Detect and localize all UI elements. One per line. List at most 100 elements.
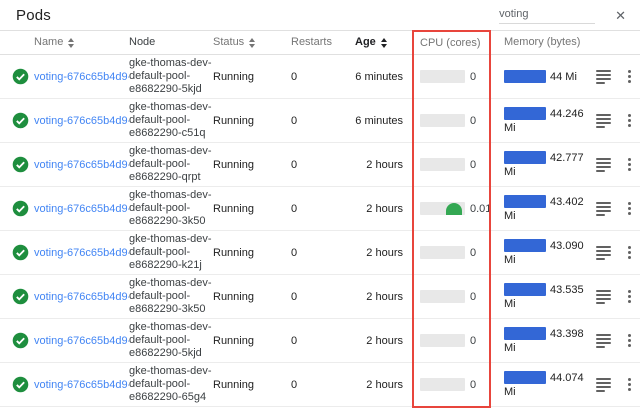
pod-name-link[interactable]: voting-676c65b4d9-tpj bbox=[34, 334, 129, 347]
node-name: gke-thomas-dev- default-pool- e8682290-c… bbox=[129, 101, 212, 139]
cpu-sparkline bbox=[420, 202, 465, 215]
cpu-usage-cell: 0 bbox=[420, 114, 498, 127]
pod-age: 6 minutes bbox=[355, 114, 403, 127]
pod-age: 2 hours bbox=[366, 158, 403, 171]
column-header-status[interactable]: Status bbox=[213, 36, 291, 49]
table-row: voting-676c65b4d9-tpr gke-thomas-dev- de… bbox=[0, 99, 640, 143]
sort-icon[interactable] bbox=[68, 37, 75, 48]
column-header-node[interactable]: Node bbox=[129, 35, 156, 48]
logs-icon[interactable] bbox=[596, 245, 611, 260]
pod-name-link[interactable]: voting-676c65b4d9-72 bbox=[34, 158, 129, 171]
cpu-usage-cell: 0 bbox=[420, 70, 498, 83]
cpu-sparkline bbox=[420, 246, 465, 259]
row-actions bbox=[594, 332, 633, 349]
sort-icon[interactable] bbox=[249, 37, 256, 48]
more-options-icon[interactable] bbox=[626, 376, 633, 393]
cpu-value: 0.01 bbox=[470, 202, 492, 215]
status-ok-icon bbox=[10, 112, 34, 129]
table-row: voting-676c65b4d9-xs- gke-thomas-dev- de… bbox=[0, 55, 640, 99]
pod-name-link[interactable]: voting-676c65b4d9-tj6 bbox=[34, 290, 129, 303]
more-options-icon[interactable] bbox=[626, 68, 633, 85]
memory-usage-cell: 43.090 Mi bbox=[504, 239, 592, 267]
cpu-usage-cell: 0 bbox=[420, 158, 498, 171]
pod-name-link[interactable]: voting-676c65b4d9-nv bbox=[34, 202, 129, 215]
memory-value: 43.090 Mi bbox=[504, 239, 584, 266]
node-name: gke-thomas-dev- default-pool- e8682290-5… bbox=[129, 321, 212, 359]
pod-restarts: 0 bbox=[291, 70, 298, 83]
column-header-cpu[interactable]: CPU (cores) bbox=[420, 36, 481, 49]
page-title: Pods bbox=[16, 6, 51, 24]
status-ok-icon bbox=[10, 288, 34, 305]
memory-value: 43.535 Mi bbox=[504, 283, 584, 310]
close-icon[interactable]: ✕ bbox=[615, 7, 626, 23]
pod-restarts: 0 bbox=[291, 378, 298, 391]
pod-restarts: 0 bbox=[291, 114, 298, 127]
logs-icon[interactable] bbox=[596, 113, 611, 128]
logs-icon[interactable] bbox=[596, 333, 611, 348]
node-name: gke-thomas-dev- default-pool- e8682290-q… bbox=[129, 145, 212, 183]
pod-restarts: 0 bbox=[291, 202, 298, 215]
memory-bar bbox=[504, 151, 546, 165]
sort-icon[interactable] bbox=[380, 37, 387, 48]
cpu-sparkline bbox=[420, 114, 465, 127]
more-options-icon[interactable] bbox=[626, 156, 633, 173]
table-row: voting-676c65b4d9-tpj gke-thomas-dev- de… bbox=[0, 319, 640, 363]
memory-usage-cell: 42.777 Mi bbox=[504, 151, 592, 179]
memory-usage-cell: 43.398 Mi bbox=[504, 327, 592, 355]
column-header-memory[interactable]: Memory (bytes) bbox=[504, 36, 581, 49]
node-name: gke-thomas-dev- default-pool- e8682290-3… bbox=[129, 277, 212, 315]
cpu-usage-cell: 0 bbox=[420, 246, 498, 259]
more-options-icon[interactable] bbox=[626, 288, 633, 305]
logs-icon[interactable] bbox=[596, 201, 611, 216]
logs-icon[interactable] bbox=[596, 289, 611, 304]
cpu-value: 0 bbox=[470, 378, 477, 391]
cpu-sparkline bbox=[420, 158, 465, 171]
memory-bar bbox=[504, 195, 546, 209]
memory-bar bbox=[504, 70, 546, 84]
column-header-restarts[interactable]: Restarts bbox=[291, 36, 332, 49]
pod-restarts: 0 bbox=[291, 246, 298, 259]
status-ok-icon bbox=[10, 200, 34, 217]
more-options-icon[interactable] bbox=[626, 112, 633, 129]
memory-value: 42.777 Mi bbox=[504, 151, 584, 178]
row-actions bbox=[594, 244, 633, 261]
logs-icon[interactable] bbox=[596, 157, 611, 172]
cpu-value: 0 bbox=[470, 290, 477, 303]
status-ok-icon bbox=[10, 156, 34, 173]
row-actions bbox=[594, 156, 633, 173]
more-options-icon[interactable] bbox=[626, 332, 633, 349]
column-header-age[interactable]: Age bbox=[355, 36, 403, 49]
memory-value: 43.402 Mi bbox=[504, 195, 584, 222]
search-input[interactable] bbox=[499, 6, 596, 24]
table-row: voting-676c65b4d9-nv gke-thomas-dev- def… bbox=[0, 187, 640, 231]
memory-bar bbox=[504, 239, 546, 253]
cpu-sparkline bbox=[420, 334, 465, 347]
pod-name-link[interactable]: voting-676c65b4d9-tpr bbox=[34, 114, 129, 127]
more-options-icon[interactable] bbox=[626, 200, 633, 217]
row-actions bbox=[594, 200, 633, 217]
row-actions bbox=[594, 376, 633, 393]
memory-bar bbox=[504, 283, 546, 297]
memory-usage-cell: 44 Mi bbox=[504, 70, 592, 84]
column-header-name[interactable]: Name bbox=[34, 36, 129, 49]
pod-status: Running bbox=[213, 334, 254, 347]
status-ok-icon bbox=[10, 332, 34, 349]
node-name: gke-thomas-dev- default-pool- e8682290-5… bbox=[129, 57, 212, 95]
pod-status: Running bbox=[213, 70, 254, 83]
pod-age: 2 hours bbox=[366, 334, 403, 347]
more-options-icon[interactable] bbox=[626, 244, 633, 261]
node-name: gke-thomas-dev- default-pool- e8682290-6… bbox=[129, 365, 212, 403]
cpu-usage-cell: 0 bbox=[420, 334, 498, 347]
memory-value: 44.246 Mi bbox=[504, 107, 584, 134]
logs-icon[interactable] bbox=[596, 377, 611, 392]
pod-name-link[interactable]: voting-676c65b4d9-8fl bbox=[34, 378, 129, 391]
pod-age: 2 hours bbox=[366, 378, 403, 391]
cpu-usage-cell: 0.01 bbox=[420, 202, 498, 215]
pod-restarts: 0 bbox=[291, 158, 298, 171]
cpu-sparkline bbox=[420, 290, 465, 303]
logs-icon[interactable] bbox=[596, 69, 611, 84]
pod-name-link[interactable]: voting-676c65b4d9-xs- bbox=[34, 70, 129, 83]
pod-name-link[interactable]: voting-676c65b4d9-srl bbox=[34, 246, 129, 259]
row-actions bbox=[594, 112, 633, 129]
table-header: Name Node Status Restarts Age CPU (cores… bbox=[0, 30, 640, 55]
